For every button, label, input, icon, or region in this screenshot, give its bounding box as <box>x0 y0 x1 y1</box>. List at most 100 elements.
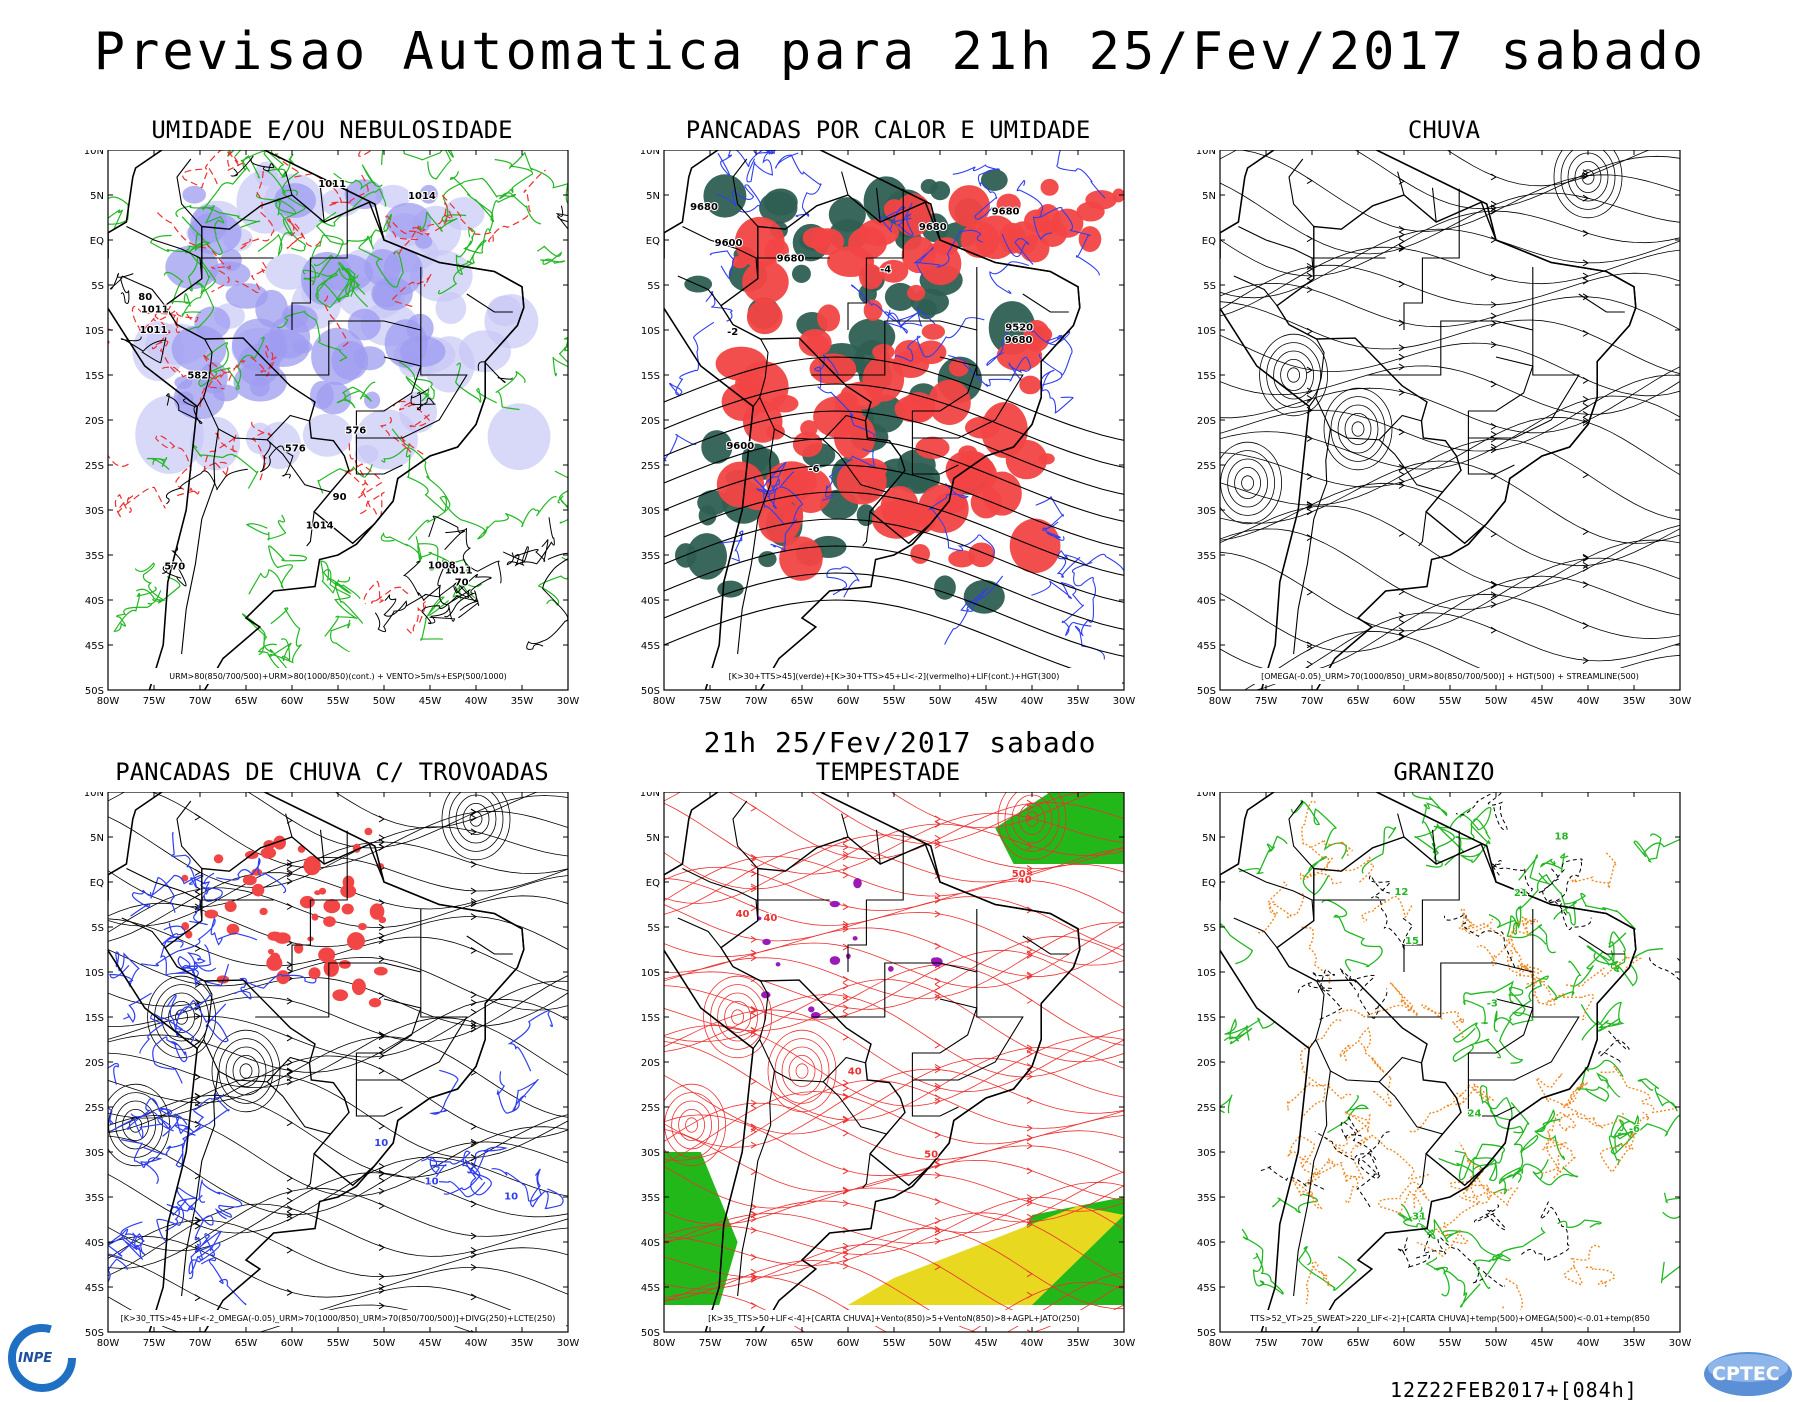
streamline-arrow <box>934 990 941 998</box>
streamline <box>108 902 568 950</box>
lat-tick-label: 20S <box>1197 416 1216 427</box>
divergence-contour <box>139 994 184 1054</box>
country-border-brazil <box>164 194 525 545</box>
convective-potential <box>758 551 777 568</box>
streamline-arrow <box>934 993 941 1001</box>
divergence-contour <box>189 881 223 926</box>
streamline <box>1220 366 1680 434</box>
lat-tick-label: 50S <box>1197 1328 1216 1339</box>
thunderstorm-area <box>332 989 349 1002</box>
geopotential-contour <box>664 599 1124 684</box>
temperature-contour <box>1557 1219 1602 1228</box>
temperature-contour <box>1563 892 1637 930</box>
humidity-contour <box>240 150 285 176</box>
lifted-index-contour <box>914 246 941 277</box>
border-line <box>875 187 881 223</box>
contour-label: 24 <box>1467 1109 1481 1120</box>
convective-instability <box>792 431 823 458</box>
lon-tick-label: 55W <box>1439 1338 1462 1349</box>
convective-instability <box>770 394 799 413</box>
streamline <box>664 1009 1124 1093</box>
panel-umidade: UMIDADE E/OU NEBULOSIDADE 1011 1011 1011 10… <box>62 116 602 726</box>
omega-contour <box>1286 1081 1352 1111</box>
vortex-streamline <box>1273 350 1314 400</box>
vortex-streamline <box>731 1009 744 1025</box>
humidity-contour <box>277 310 348 362</box>
vortex-streamline <box>710 984 765 1050</box>
omega-contour <box>1585 1266 1616 1288</box>
streamline-arrow <box>842 853 849 861</box>
convective-instability <box>1038 453 1055 465</box>
thunderstorm-area <box>293 943 304 954</box>
panel-title: CHUVA <box>1407 116 1481 144</box>
pressure-contour <box>402 560 441 601</box>
streamline-arrow <box>1398 319 1405 327</box>
contour-label: 9520 <box>1005 323 1033 334</box>
streamline-arrow <box>842 903 849 911</box>
lat-tick-label: EQ <box>646 878 660 889</box>
map-tempestade: 40405050404010N5NEQ5S10S15S20S25S30S35S4… <box>640 792 1136 1349</box>
omega-contour <box>1421 1004 1465 1038</box>
jet-area <box>664 1152 738 1305</box>
vortex-streamline <box>1560 150 1616 210</box>
lon-tick-label: 30W <box>1113 1338 1136 1349</box>
lon-tick-label: 45W <box>419 696 442 707</box>
lat-tick-label: EQ <box>1202 878 1216 889</box>
lat-tick-label: 25S <box>1197 1103 1216 1114</box>
map-frame <box>1219 150 1681 691</box>
humidity-area-dense <box>364 391 381 409</box>
convective-instability <box>948 185 990 227</box>
lat-tick-label: 15S <box>1197 371 1216 382</box>
divergence-contour <box>110 1118 163 1139</box>
humidity-contour <box>241 613 289 671</box>
streamline <box>1220 505 1680 589</box>
border-line <box>1288 158 1315 227</box>
humidity-contour <box>536 245 566 265</box>
streamline-arrow <box>1026 1134 1033 1142</box>
lifted-index-contour <box>1040 207 1100 276</box>
temperature-contour <box>1518 873 1577 926</box>
omega-contour <box>1569 852 1618 888</box>
convective-instability <box>878 259 909 283</box>
streamline-arrow <box>1582 564 1589 572</box>
humidity-contour <box>557 495 568 508</box>
streamline-arrow <box>1026 1142 1033 1150</box>
lat-tick-label: EQ <box>1202 236 1216 247</box>
streamline-arrow <box>378 843 385 851</box>
humidity-area-dense <box>415 234 433 249</box>
divergence-contour <box>216 857 287 894</box>
streamline <box>108 816 568 889</box>
convective-instability <box>715 346 767 381</box>
streamline-arrow <box>286 816 293 824</box>
panel-title: UMIDADE E/OU NEBULOSIDADE <box>151 116 513 144</box>
pressure-contour <box>502 546 529 566</box>
streamline-arrow <box>378 1046 385 1054</box>
streamline <box>108 1055 568 1139</box>
streamline <box>664 978 1124 1063</box>
streamline-arrow <box>750 1123 757 1131</box>
streamline-arrow <box>1306 235 1313 243</box>
convective-instability <box>805 335 830 354</box>
border-line <box>291 222 348 330</box>
vortex-streamline <box>232 1054 260 1087</box>
lat-tick-label: 10N <box>84 150 104 157</box>
humidity-area-dense <box>353 346 386 371</box>
streamline-arrow <box>378 1177 385 1185</box>
lon-tick-label: 40W <box>465 696 488 707</box>
thunderstorm-area <box>303 855 321 876</box>
cptec-logo: CPTEC <box>1704 1352 1792 1396</box>
streamline <box>1220 301 1680 375</box>
lat-tick-label: 35S <box>641 551 660 562</box>
lifted-index-contour <box>1045 527 1065 541</box>
omega-contour <box>1325 1111 1371 1154</box>
border-line <box>1238 868 1315 921</box>
streamline <box>664 1128 1124 1201</box>
humidity-contour <box>333 164 383 191</box>
thickness-contour <box>391 273 432 308</box>
omega-contour <box>1338 1041 1358 1062</box>
streamline-arrow <box>1582 657 1589 664</box>
streamline-arrow <box>286 1174 293 1182</box>
streamline-arrow <box>750 1168 757 1176</box>
vortex-streamline <box>997 792 1067 861</box>
